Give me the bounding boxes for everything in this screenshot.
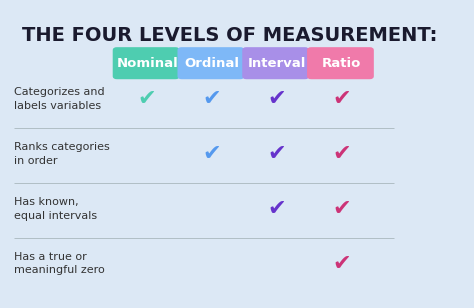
Text: THE FOUR LEVELS OF MEASUREMENT:: THE FOUR LEVELS OF MEASUREMENT: <box>22 26 437 45</box>
Text: ✔: ✔ <box>332 144 351 164</box>
Text: Interval: Interval <box>247 57 306 70</box>
FancyBboxPatch shape <box>177 47 244 79</box>
Text: ✔: ✔ <box>332 89 351 109</box>
Text: ✔: ✔ <box>202 89 221 109</box>
Text: ✔: ✔ <box>138 89 156 109</box>
FancyBboxPatch shape <box>113 47 180 79</box>
Text: Ratio: Ratio <box>322 57 361 70</box>
Text: Nominal: Nominal <box>116 57 178 70</box>
FancyBboxPatch shape <box>242 47 309 79</box>
Text: ✔: ✔ <box>332 199 351 219</box>
Text: ✔: ✔ <box>332 254 351 274</box>
Text: ✔: ✔ <box>202 144 221 164</box>
Text: Has known,
equal intervals: Has known, equal intervals <box>14 197 97 221</box>
Text: Ordinal: Ordinal <box>184 57 239 70</box>
FancyBboxPatch shape <box>307 47 374 79</box>
Text: ✔: ✔ <box>267 89 286 109</box>
Text: Ranks categories
in order: Ranks categories in order <box>14 142 109 166</box>
Text: ✔: ✔ <box>267 199 286 219</box>
Text: Has a true or
meaningful zero: Has a true or meaningful zero <box>14 252 104 275</box>
Text: Categorizes and
labels variables: Categorizes and labels variables <box>14 87 104 111</box>
Text: ✔: ✔ <box>267 144 286 164</box>
